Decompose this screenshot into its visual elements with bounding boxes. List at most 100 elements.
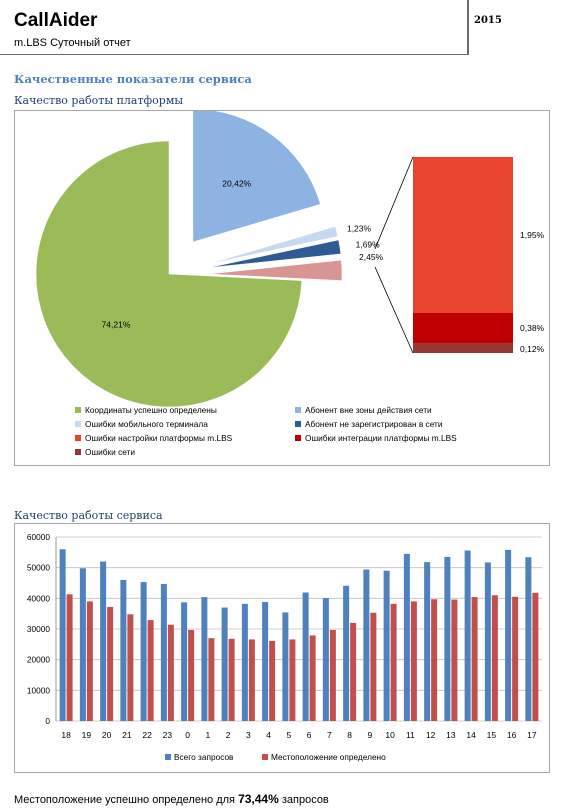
bar-chart-panel: 0 10000 20000 30000 40000 50000 60000 18 19 20 21 2… [14,523,550,773]
bar-xtick-label-8: 2 [226,730,231,740]
bar-1-5 [167,624,174,721]
bar-1-12 [309,635,316,721]
pie-legend-label-3: Абонент не зарегистрирован в сети [305,419,443,429]
bar-xtick-label-19: 13 [446,730,456,740]
pie-legend-swatch-6 [75,449,81,455]
breakdown-label-2: 0,12% [520,344,545,354]
bar-1-11 [289,639,296,721]
bar-xtick-label-5: 23 [163,730,173,740]
bar-xtick-label-20: 14 [466,730,476,740]
bar-0-17 [403,553,410,721]
bar-ytick-label-3: 30000 [27,624,50,634]
footer-summary: Местоположение успешно определено для 73… [14,792,329,806]
bar-legend-swatch-1 [262,754,268,760]
bar-1-21 [491,595,498,721]
connector-line-top [374,156,414,250]
bar-0-8 [221,607,228,721]
bar-0-22 [505,549,512,721]
bar-0-10 [262,602,269,721]
bar-xtick-label-22: 16 [507,730,517,740]
bar-0-16 [383,570,390,721]
pie-chart-title: Качество работы платформы [14,94,184,107]
bar-0-20 [464,550,471,721]
pie-slice-1 [192,108,321,243]
bar-1-23 [532,592,539,721]
bar-0-21 [484,562,491,721]
bar-1-1 [86,601,93,721]
bar-ytick-label-5: 50000 [27,563,50,573]
bar-ytick-label-0: 0 [45,716,50,726]
bar-0-13 [322,598,329,721]
bar-0-18 [424,562,431,721]
bar-ytick-label-1: 10000 [27,685,50,695]
bar-1-8 [228,638,235,721]
bar-1-17 [410,601,417,721]
bar-chart-title: Качество работы сервиса [14,509,163,522]
bar-0-9 [241,603,248,721]
breakdown-bar-segment-1 [413,313,513,344]
bar-xtick-label-15: 9 [368,730,373,740]
bar-xtick-label-10: 4 [266,730,271,740]
bar-1-15 [370,612,377,721]
bar-xtick-label-6: 0 [185,730,190,740]
bar-ytick-label-2: 20000 [27,655,50,665]
bar-1-4 [147,620,154,721]
pie-slice-3 [208,239,342,268]
bar-1-19 [451,599,458,721]
pie-legend-label-5: Ошибки интеграции платформы m.LBS [305,433,457,443]
pie-legend-label-1: Абонент вне зоны действия сети [305,405,432,415]
bar-1-6 [188,629,195,721]
bar-xtick-label-17: 11 [406,730,415,740]
bar-legend-label-0: Всего запросов [174,752,234,762]
header-vertical-divider [467,0,469,55]
bar-xtick-label-16: 10 [385,730,395,740]
pie-chart-panel: 74,21% 20,42% 1,23% 1,69% 2,45% 1,95% 0,38% 0,1… [14,108,550,466]
pie-legend-swatch-1 [295,407,301,413]
bar-xtick-label-0: 18 [61,730,71,740]
bar-xtick-label-14: 8 [347,730,352,740]
bar-xtick-label-7: 1 [206,730,211,740]
pie-legend-swatch-0 [75,407,81,413]
bar-0-0 [59,549,66,721]
bar-legend-label-1: Местоположение определено [271,752,386,762]
pie-chart-svg: 74,21% 20,42% 1,23% 1,69% 2,45% 1,95% 0,38% 0,1… [35,108,545,457]
footer-value: 73,44% [238,792,279,806]
bar-1-9 [248,639,255,721]
footer-suffix: запросов [278,794,329,806]
bar-xtick-label-18: 12 [426,730,436,740]
bar-1-14 [350,622,357,721]
report-subtitle: m.LBS Суточный отчет [14,37,131,49]
bar-1-16 [390,603,397,721]
bar-0-1 [79,568,86,721]
bar-0-14 [343,585,350,721]
bar-1-20 [471,597,478,721]
pie-legend-label-2: Ошибки мобильного терминала [85,419,208,429]
breakdown-bar-segment-2 [413,343,513,353]
bar-xtick-label-3: 21 [122,730,132,740]
pie-legend-swatch-3 [295,421,301,427]
bar-0-19 [444,556,451,721]
bar-1-0 [66,594,73,721]
pie-legend-label-4: Ошибки настройки платформы m.LBS [85,433,233,443]
bar-1-10 [269,640,276,721]
bar-0-12 [302,592,309,721]
bar-xtick-label-2: 20 [102,730,112,740]
pie-legend-label-6: Ошибки сети [85,447,135,457]
bar-0-7 [201,597,208,721]
bar-0-2 [100,561,107,721]
pie-label-0: 74,21% [102,319,131,329]
bar-xtick-label-21: 15 [487,730,497,740]
pie-slice-2 [207,226,339,265]
bar-1-13 [329,629,336,721]
bar-xtick-label-13: 7 [327,730,332,740]
pie-legend-swatch-2 [75,421,81,427]
bar-0-23 [525,557,532,721]
bar-1-7 [208,638,215,721]
bar-ytick-label-6: 60000 [27,532,50,542]
pie-label-4: 2,45% [359,252,384,262]
section-title: Качественные показатели сервиса [14,72,252,86]
pie-legend-swatch-5 [295,435,301,441]
bar-xtick-label-1: 19 [82,730,92,740]
bar-0-5 [160,583,167,721]
